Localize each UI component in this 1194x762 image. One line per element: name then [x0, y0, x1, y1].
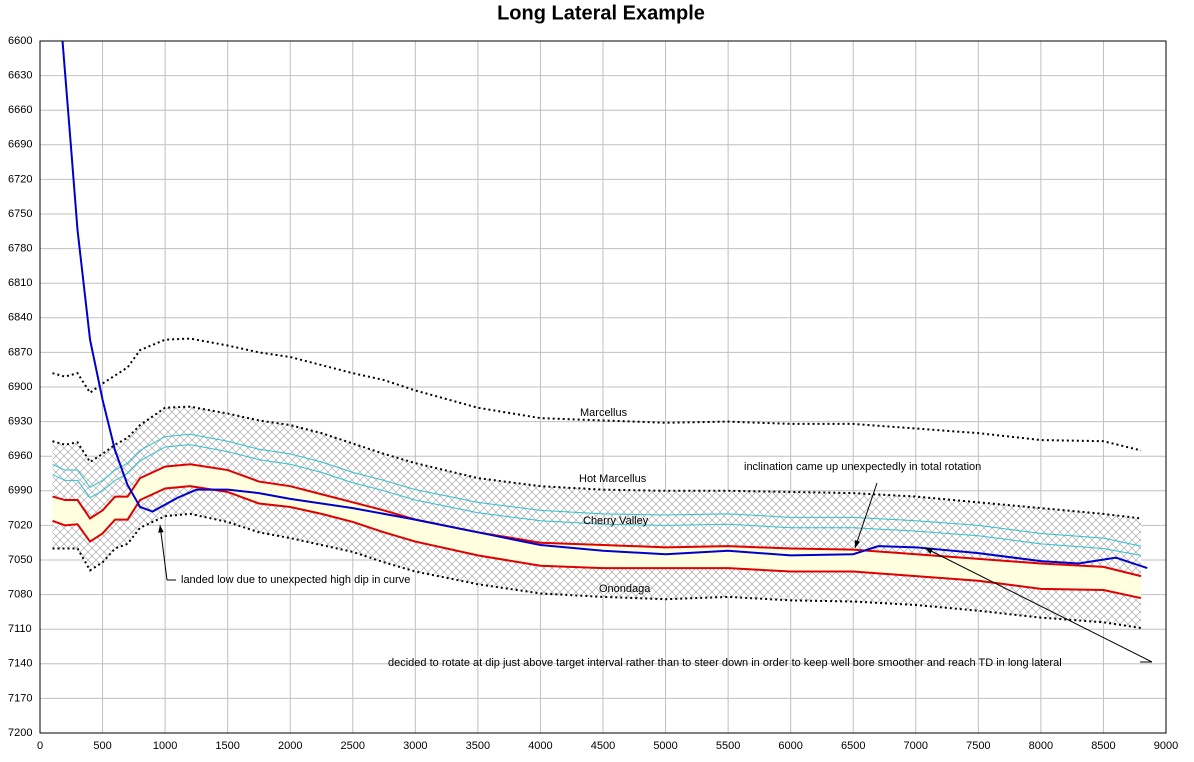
x-tick-label: 4500: [591, 740, 615, 752]
y-tick-label: 6750: [8, 208, 32, 220]
x-tick-label: 9000: [1154, 740, 1178, 752]
series-line: [61, 41, 1148, 570]
x-tick-label: 1500: [215, 740, 239, 752]
y-tick-label: 6870: [8, 346, 32, 358]
annotation: inclination came up unexpectedly in tota…: [744, 461, 981, 473]
arrow-line: [924, 547, 1153, 663]
x-tick-label: 500: [93, 740, 111, 752]
y-tick-label: 7170: [8, 692, 32, 704]
chart-title: Long Lateral Example: [497, 2, 705, 24]
y-tick-label: 6990: [8, 485, 32, 497]
y-tick-label: 7020: [8, 519, 32, 531]
x-tick-label: 1000: [153, 740, 177, 752]
y-tick-label: 6720: [8, 173, 32, 185]
y-tick-label: 6780: [8, 243, 32, 255]
x-tick-label: 5000: [653, 740, 677, 752]
annotation: Onondaga: [599, 583, 651, 595]
annotation: Marcellus: [580, 407, 628, 419]
y-tick-label: 6690: [8, 139, 32, 151]
arrow-line: [854, 482, 878, 549]
series-line: [52, 433, 1142, 547]
series-line: [52, 337, 1142, 452]
x-tick-label: 7000: [904, 740, 928, 752]
y-tick-label: 6900: [8, 381, 32, 393]
y-tick-label: 7110: [8, 623, 32, 635]
x-tick-label: 7500: [966, 740, 990, 752]
y-tick-label: 7050: [8, 554, 32, 566]
x-tick-label: 3500: [466, 740, 490, 752]
y-tick-label: 6960: [8, 450, 32, 462]
arrow-line: [159, 524, 168, 581]
x-tick-label: 5500: [716, 740, 740, 752]
series-line: [52, 405, 1142, 520]
x-tick-label: 6000: [778, 740, 802, 752]
annotation: landed low due to unexpected high dip in…: [181, 574, 410, 586]
arrow-head: [854, 540, 861, 548]
annotation: decided to rotate at dip just above targ…: [388, 657, 1062, 669]
x-tick-label: 4000: [528, 740, 552, 752]
series-line: [52, 463, 1142, 578]
x-tick-label: 8500: [1091, 740, 1115, 752]
annotation: Cherry Valley: [583, 515, 649, 527]
annotation: Hot Marcellus: [579, 473, 647, 485]
plot-border: [39, 40, 1167, 734]
y-tick-label: 7140: [8, 658, 32, 670]
series-line: [52, 485, 1142, 600]
y-tick-label: 7200: [8, 727, 32, 739]
y-tick-label: 6930: [8, 416, 32, 428]
y-tick-label: 7080: [8, 589, 32, 601]
y-tick-label: 6810: [8, 277, 32, 289]
series-line: [52, 444, 1142, 556]
x-tick-label: 3000: [403, 740, 427, 752]
y-tick-label: 6630: [8, 70, 32, 82]
arrow-head: [925, 548, 933, 554]
x-tick-label: 2500: [341, 740, 365, 752]
x-tick-label: 0: [37, 740, 43, 752]
x-tick-label: 2000: [278, 740, 302, 752]
y-tick-label: 6840: [8, 312, 32, 324]
arrow-head: [158, 525, 164, 533]
y-tick-label: 6600: [8, 35, 32, 47]
x-tick-label: 6500: [841, 740, 865, 752]
x-tick-label: 8000: [1029, 740, 1053, 752]
band-fill: [52, 464, 1141, 599]
y-tick-label: 6660: [8, 104, 32, 116]
